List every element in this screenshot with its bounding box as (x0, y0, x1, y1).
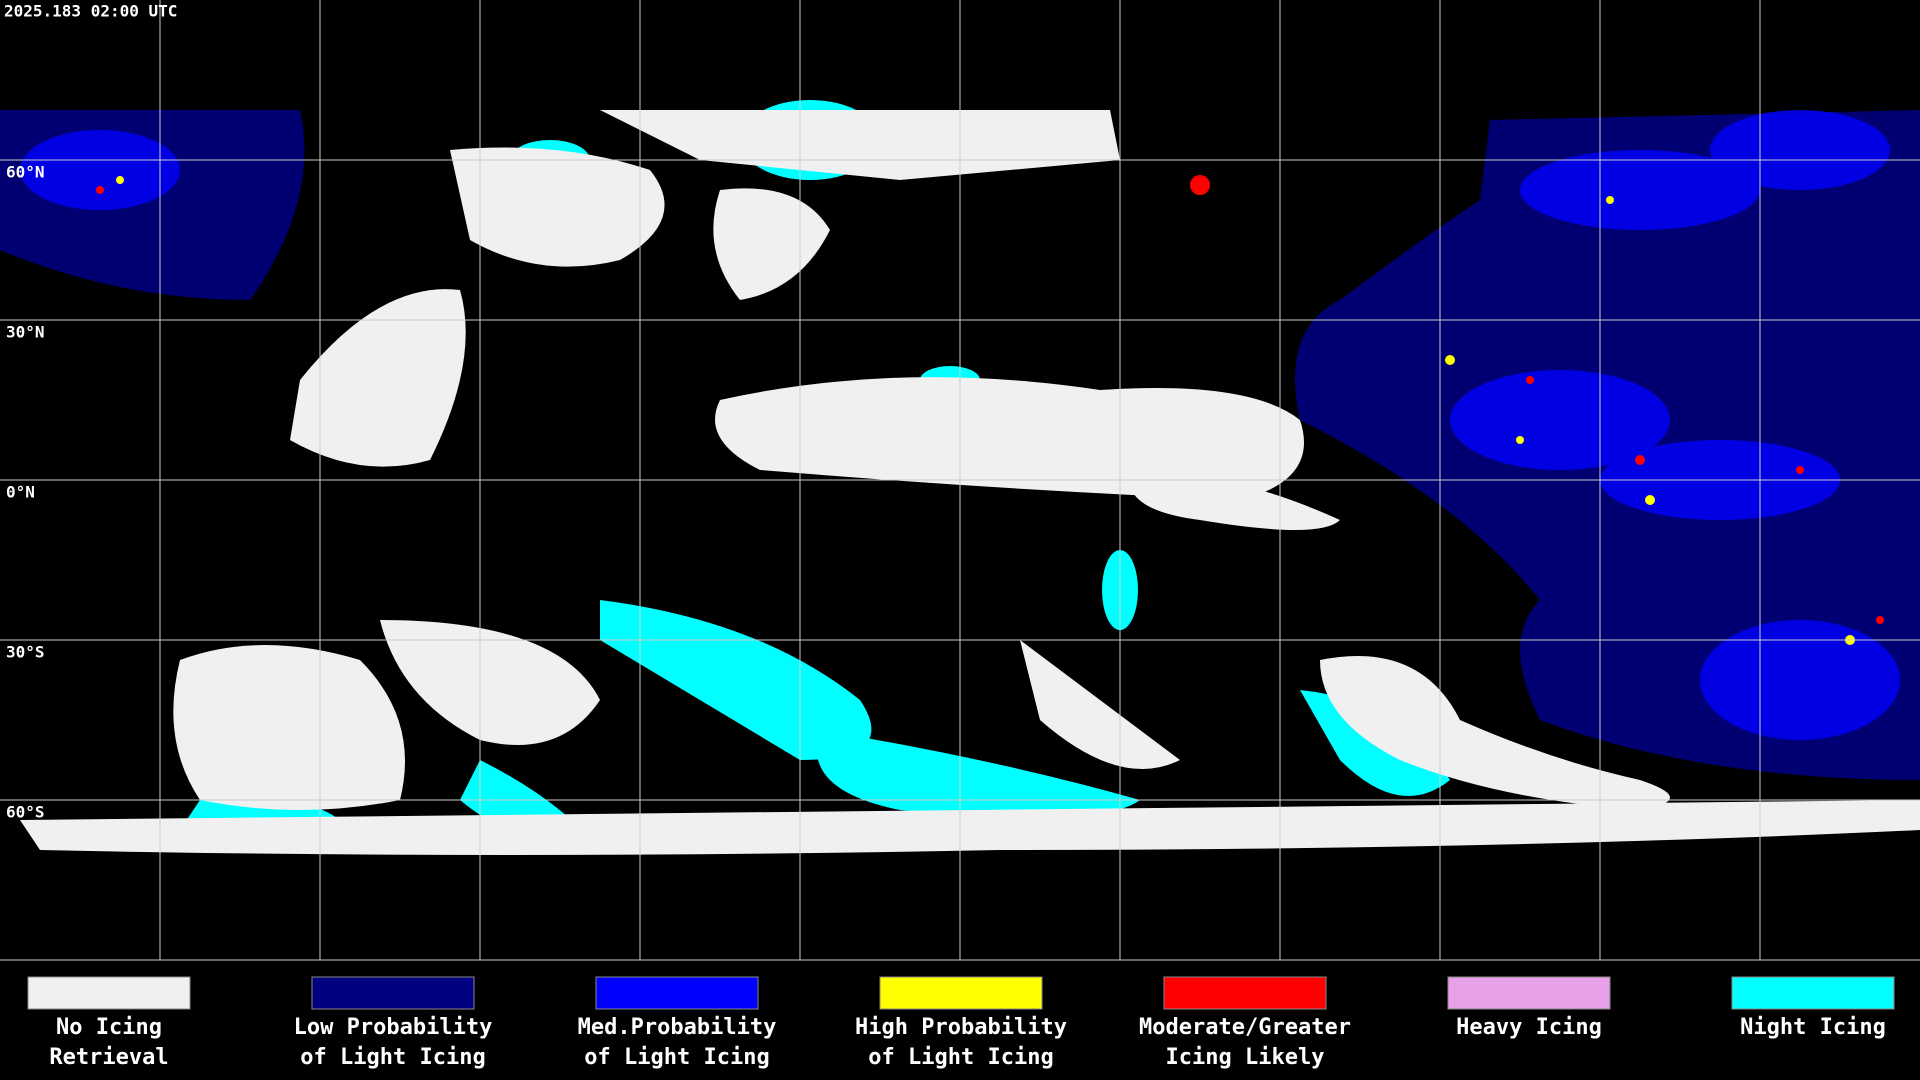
latitude-label: 30°N (6, 323, 45, 342)
legend-label: No Icing (56, 1015, 162, 1040)
legend-swatch (311, 976, 475, 1010)
legend-label: Heavy Icing (1456, 1015, 1602, 1040)
legend-swatch (879, 976, 1043, 1010)
legend-label: Night Icing (1740, 1015, 1886, 1040)
legend-label: Icing Likely (1166, 1045, 1325, 1070)
legend-label: of Light Icing (868, 1045, 1053, 1070)
legend-swatch (1447, 976, 1611, 1010)
latitude-label: 60°N (6, 163, 45, 182)
latitude-label: 60°S (6, 803, 45, 822)
latitude-label: 30°S (6, 643, 45, 662)
legend-swatch (1163, 976, 1327, 1010)
legend-swatch (27, 976, 191, 1010)
legend-label: High Probability (855, 1015, 1067, 1040)
graticule: 60°N 30°N 0°N 30°S 60°S (0, 0, 1920, 961)
legend-swatch (595, 976, 759, 1010)
legend-label: Low Probability (294, 1015, 493, 1040)
legend-label: Med.Probability (578, 1015, 777, 1040)
legend-label: Retrieval (49, 1045, 168, 1070)
legend-swatch (1731, 976, 1895, 1010)
latitude-label: 0°N (6, 483, 35, 502)
legend-label: Moderate/Greater (1139, 1015, 1351, 1040)
timestamp: 2025.183 02:00 UTC (4, 2, 177, 21)
legend: No Icing Retrieval Low Probability of Light… (27, 976, 1895, 1070)
legend-label: of Light Icing (584, 1045, 769, 1070)
legend-label: of Light Icing (300, 1045, 485, 1070)
